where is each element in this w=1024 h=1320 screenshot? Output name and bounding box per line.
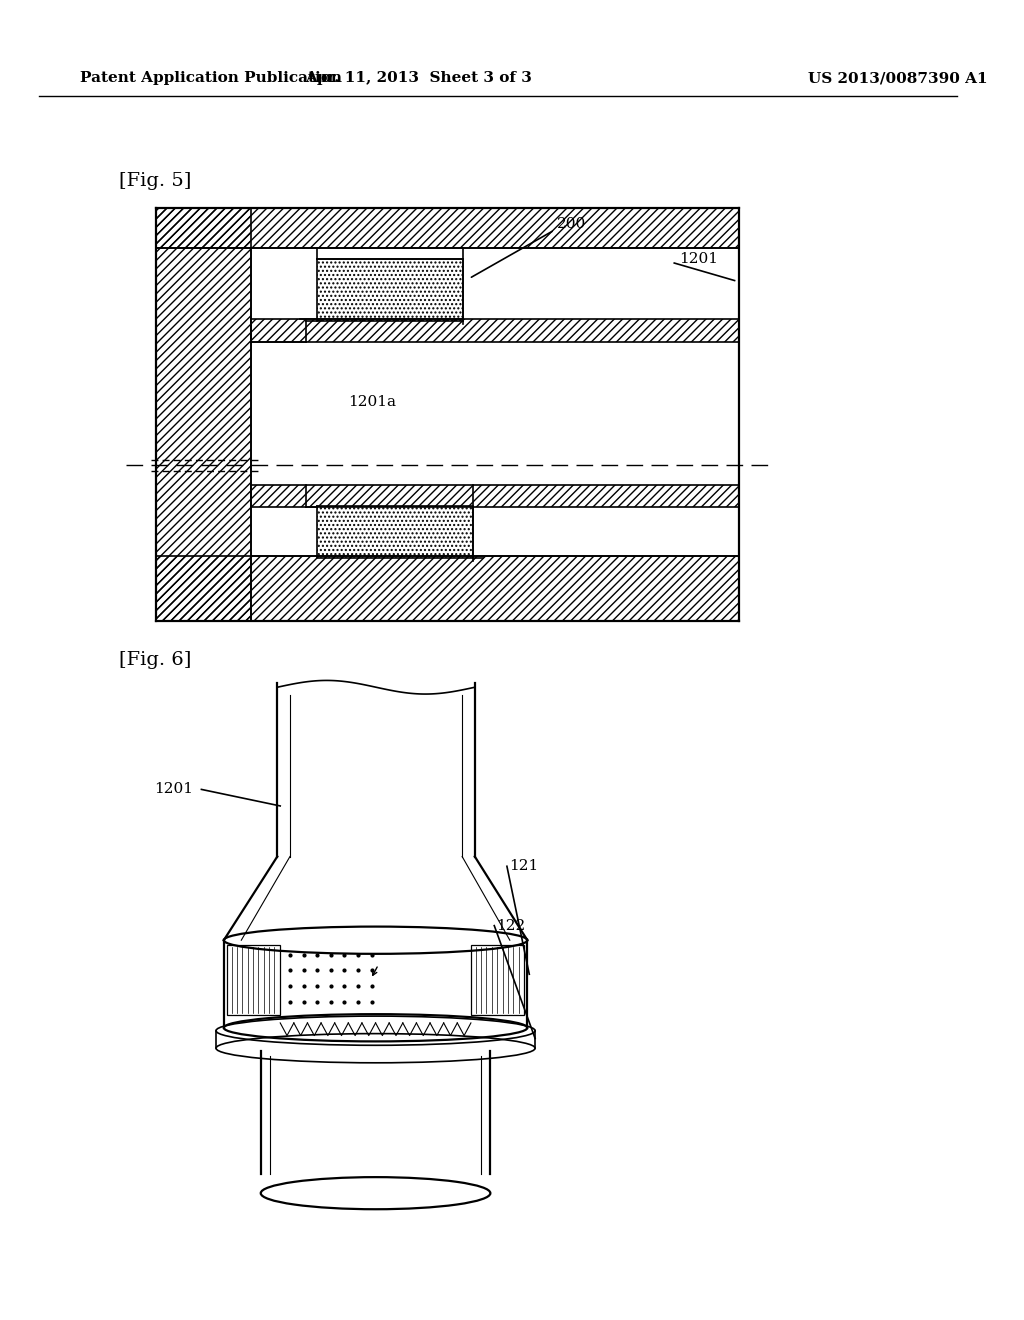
Text: [Fig. 6]: [Fig. 6] [119,651,191,669]
Text: 1201a: 1201a [348,395,395,409]
Text: Patent Application Publication: Patent Application Publication [80,71,342,86]
Text: Apr. 11, 2013  Sheet 3 of 3: Apr. 11, 2013 Sheet 3 of 3 [305,71,531,86]
Text: 1201: 1201 [679,252,718,267]
Text: 121: 121 [509,859,538,874]
Text: 1201: 1201 [154,783,193,796]
Text: [Fig. 5]: [Fig. 5] [119,173,191,190]
Text: 122: 122 [497,919,525,933]
Text: US 2013/0087390 A1: US 2013/0087390 A1 [808,71,987,86]
Text: 200: 200 [556,216,586,231]
